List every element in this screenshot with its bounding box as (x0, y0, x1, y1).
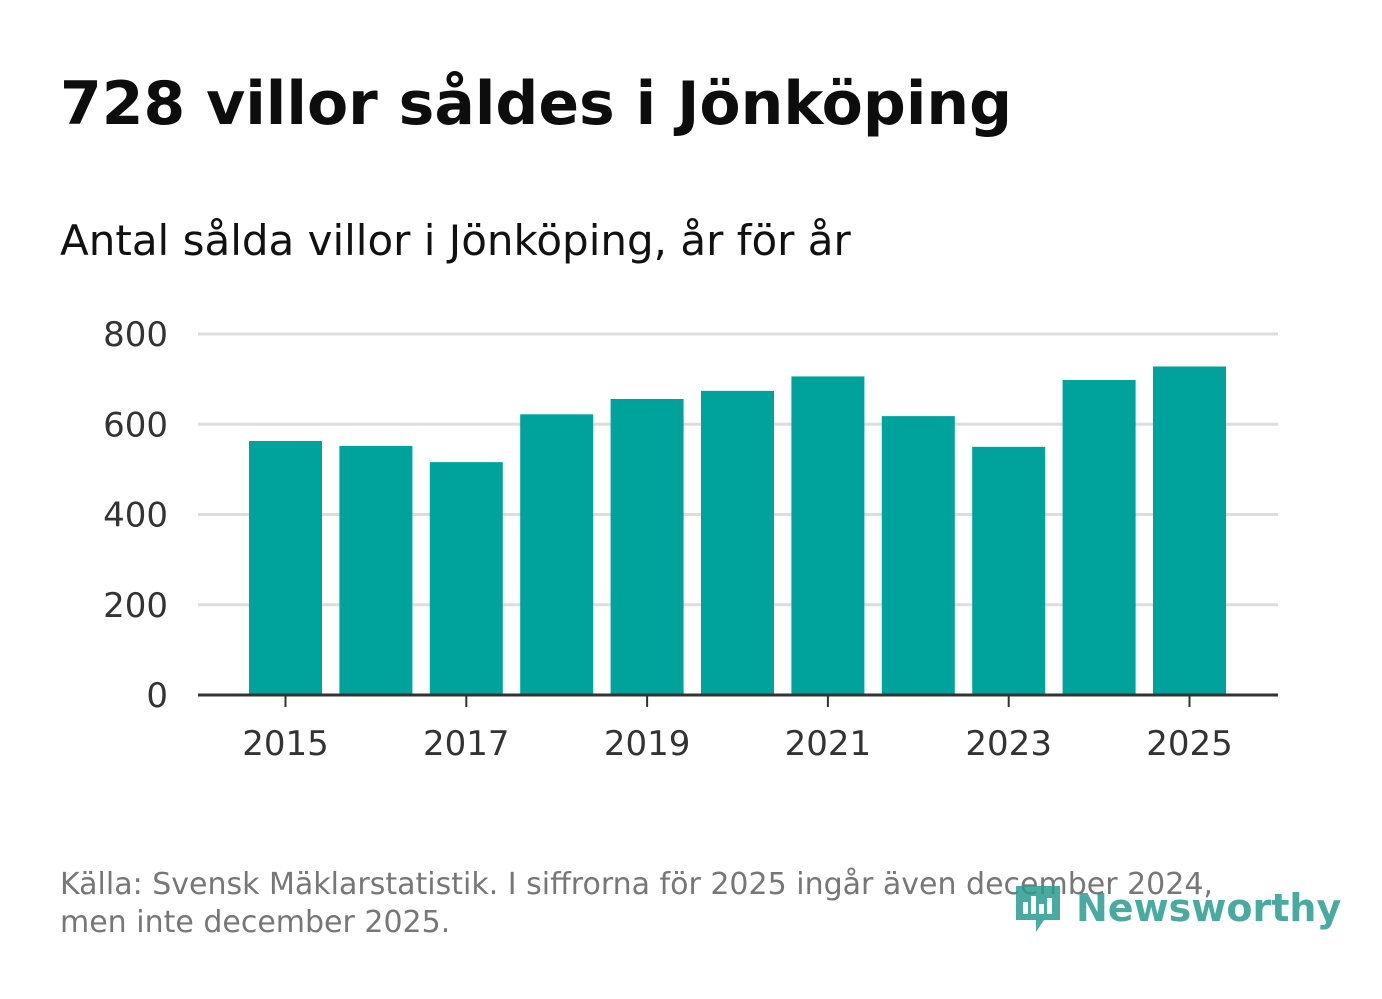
y-tick-label: 0 (146, 676, 168, 716)
bar-2020 (701, 390, 774, 695)
bar-2016 (339, 445, 413, 695)
y-tick-label: 600 (103, 405, 168, 445)
bars (249, 366, 1226, 695)
x-axis (198, 693, 1278, 707)
x-axis-labels: 2015 2017 2019 2021 2023 2025 (242, 724, 1233, 764)
bar-chart-logo-icon (1016, 886, 1060, 932)
newsworthy-logo: Newsworthy (1010, 880, 1341, 936)
bar-2025 (1153, 366, 1226, 695)
chart-subtitle: Antal sålda villor i Jönköping, år för å… (60, 216, 851, 265)
bar-2021 (791, 376, 865, 695)
x-tick-label: 2025 (1146, 724, 1233, 764)
x-tick-label: 2021 (785, 724, 872, 764)
x-tick-label: 2017 (423, 724, 510, 764)
bar-2024 (1062, 380, 1136, 695)
y-tick-label: 400 (103, 496, 168, 536)
y-axis-labels: 0 200 400 600 800 (103, 315, 168, 716)
bar-2015 (249, 440, 322, 695)
bar-2022 (881, 416, 955, 695)
bar-2018 (520, 414, 594, 695)
bar-2017 (429, 462, 503, 695)
logo-text: Newsworthy (1076, 886, 1342, 930)
y-tick-label: 200 (103, 586, 168, 626)
y-tick-label: 800 (103, 315, 168, 355)
x-tick-label: 2019 (604, 724, 691, 764)
chart-title: 728 villor såldes i Jönköping (60, 69, 1013, 139)
x-tick-label: 2023 (965, 724, 1052, 764)
source-note: Källa: Svensk Mäklarstatistik. I siffror… (60, 867, 1213, 940)
x-tick-label: 2015 (242, 724, 329, 764)
bar-2023 (972, 446, 1046, 695)
bar-2019 (610, 398, 684, 695)
